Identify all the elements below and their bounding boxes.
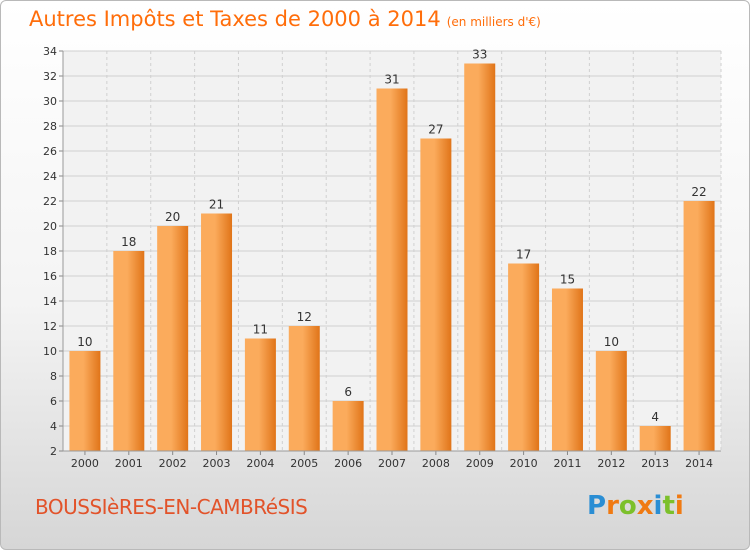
- y-tick-label: 22: [43, 195, 57, 208]
- logo-letter: i: [653, 491, 663, 521]
- logo-letter: r: [606, 491, 619, 521]
- data-label: 6: [344, 385, 352, 399]
- data-label: 20: [165, 210, 180, 224]
- y-tick-label: 32: [43, 70, 57, 83]
- bar: [157, 226, 189, 451]
- bar: [508, 263, 540, 451]
- chart-title-text: Autres Impôts et Taxes de 2000 à 2014: [29, 7, 441, 31]
- axes: [59, 50, 721, 455]
- x-tick-label: 2009: [466, 457, 494, 470]
- logo-letter: t: [662, 491, 675, 521]
- x-tick-label: 2010: [510, 457, 538, 470]
- data-label: 4: [651, 410, 659, 424]
- x-tick-label: 2003: [203, 457, 231, 470]
- data-label: 10: [604, 335, 619, 349]
- y-tick-label: 14: [43, 295, 57, 308]
- bar: [683, 201, 715, 451]
- x-tick-label: 2013: [641, 457, 669, 470]
- data-label: 10: [77, 335, 92, 349]
- proxiti-logo: Proxiti: [587, 491, 684, 521]
- chart-title: Autres Impôts et Taxes de 2000 à 2014 (en…: [29, 7, 541, 31]
- bar: [69, 351, 101, 451]
- bar: [332, 401, 364, 451]
- data-label: 18: [121, 235, 136, 249]
- data-label: 22: [691, 185, 706, 199]
- y-tick-label: 6: [50, 395, 57, 408]
- y-tick-label: 24: [43, 170, 57, 183]
- x-tick-label: 2001: [115, 457, 143, 470]
- chart-unit-note: (en milliers d'€): [446, 15, 541, 29]
- bar: [376, 88, 408, 451]
- x-tick-label: 2007: [378, 457, 406, 470]
- y-tick-label: 12: [43, 320, 57, 333]
- data-label: 12: [297, 310, 312, 324]
- bar: [639, 426, 671, 451]
- x-tick-label: 2012: [597, 457, 625, 470]
- data-label: 31: [384, 73, 399, 87]
- bar: [551, 288, 583, 451]
- x-tick-label: 2002: [159, 457, 187, 470]
- logo-letter: x: [636, 491, 654, 521]
- data-label: 21: [209, 198, 224, 212]
- x-tick-label: 2006: [334, 457, 362, 470]
- x-tick-label: 2008: [422, 457, 450, 470]
- y-tick-label: 16: [43, 270, 57, 283]
- x-tick-label: 2000: [71, 457, 99, 470]
- commune-name: BOUSSIèRES-EN-CAMBRéSIS: [35, 495, 308, 519]
- data-label: 33: [472, 48, 487, 62]
- x-tick-label: 2004: [246, 457, 274, 470]
- y-tick-label: 28: [43, 120, 57, 133]
- data-label: 17: [516, 248, 531, 262]
- data-label: 11: [253, 323, 268, 337]
- y-tick-label: 26: [43, 145, 57, 158]
- y-tick-label: 4: [50, 420, 57, 433]
- y-tick-label: 8: [50, 370, 57, 383]
- y-tick-label: 2: [50, 445, 57, 458]
- logo-letter: o: [618, 491, 637, 521]
- y-tick-label: 30: [43, 95, 57, 108]
- bar: [595, 351, 627, 451]
- bar: [244, 338, 276, 451]
- labels: 2468101214161820222426283032341020001820…: [43, 45, 713, 470]
- bars: [69, 63, 715, 451]
- y-tick-label: 20: [43, 220, 57, 233]
- data-label: 27: [428, 123, 443, 137]
- bar: [113, 251, 145, 451]
- x-tick-label: 2005: [290, 457, 318, 470]
- y-tick-label: 10: [43, 345, 57, 358]
- data-label: 15: [560, 273, 575, 287]
- logo-letter: P: [587, 491, 607, 521]
- y-tick-label: 34: [43, 45, 57, 58]
- bar: [420, 138, 452, 451]
- y-tick-label: 18: [43, 245, 57, 258]
- logo-letter: i: [674, 491, 684, 521]
- x-tick-label: 2014: [685, 457, 713, 470]
- x-tick-label: 2011: [553, 457, 581, 470]
- bar: [201, 213, 233, 451]
- bar: [288, 326, 320, 451]
- bar: [464, 63, 496, 451]
